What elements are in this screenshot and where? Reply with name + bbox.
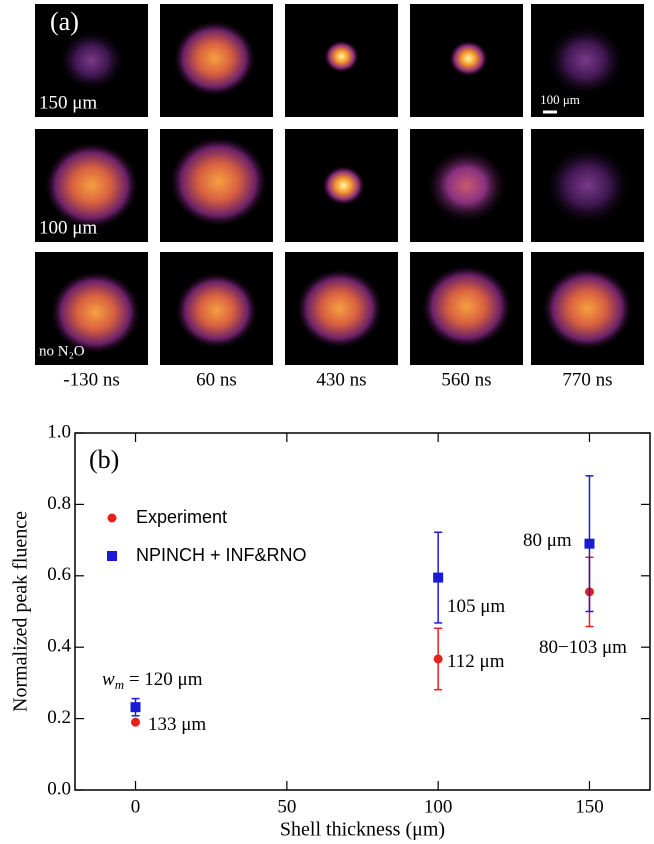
beam-spot (420, 264, 513, 349)
beam-spot (49, 270, 142, 355)
annotation-text: 80 μm (523, 530, 572, 551)
annotation-text: 80−103 μm (539, 637, 627, 658)
beam-spot (321, 165, 366, 206)
y-tick-label: 0.4 (47, 636, 71, 657)
row-label: 150 μm (39, 92, 97, 113)
beam-spot (295, 268, 384, 349)
annotation-italic: w (102, 669, 115, 690)
beam-spot (424, 146, 509, 225)
beam-spot (57, 29, 126, 92)
x-tick-label: 50 (277, 796, 296, 817)
y-tick-label: 0.6 (47, 564, 71, 585)
data-point (433, 572, 444, 583)
annotation-sub: m (115, 677, 124, 692)
y-tick-label: 0.2 (47, 707, 71, 728)
legend-marker (107, 513, 117, 523)
annotation: 80 μm (523, 530, 572, 551)
data-point (130, 702, 141, 713)
chart: 0.0 0.2 0.4 0.6 0.8 1.0 0 50 100 150 Shell thickne… (10, 421, 651, 841)
column-label: -130 ns (63, 369, 119, 390)
row-label: no N₂O (39, 343, 85, 359)
panel-label: (a) (50, 7, 79, 36)
x-axis-label: Shell thickness (μm) (280, 819, 445, 841)
row-label: 100 μm (39, 217, 97, 238)
beam-spot (174, 271, 259, 350)
data-point (584, 538, 595, 549)
column-label: 770 ns (562, 369, 612, 390)
annotation: 133 μm (148, 714, 206, 735)
panel-label: (b) (89, 445, 119, 474)
annotation-text: 105 μm (447, 596, 505, 617)
beam-spot (448, 40, 489, 77)
beam-spot (545, 23, 626, 98)
column-label: 430 ns (316, 369, 366, 390)
x-tick-label: 150 (575, 796, 604, 817)
data-point (433, 654, 443, 664)
y-tick-label: 0.8 (47, 493, 71, 514)
y-axis-label: Normalized peak fluence (10, 511, 32, 712)
legend-label: NPINCH + INF&RNO (136, 545, 307, 565)
beam-spot (323, 39, 360, 74)
annotation: 80−103 μm (539, 637, 627, 658)
x-tick-label: 100 (424, 796, 453, 817)
beam-spot (543, 145, 632, 226)
annotation: wm = 120 μm (102, 669, 203, 692)
column-label: 560 ns (441, 369, 491, 390)
annotation-text: = 120 μm (124, 669, 203, 690)
beam-spot (43, 141, 140, 230)
annotation-text: 112 μm (447, 651, 505, 672)
image-grid: (a) 150 μm 100 μm no N₂O 100 μm -130 ns 60 ns 4… (35, 4, 644, 390)
x-tick-label: 0 (131, 796, 141, 817)
beam-spot (168, 135, 269, 228)
data-point (131, 717, 141, 727)
beam-spot (172, 19, 257, 98)
legend-label: Experiment (136, 507, 227, 527)
annotation-text: 133 μm (148, 714, 206, 735)
beam-spot (541, 266, 634, 351)
y-tick-label: 1.0 (47, 421, 71, 442)
plot-frame (74, 432, 651, 791)
legend-marker (107, 551, 117, 561)
annotation: 105 μm (447, 596, 505, 617)
scale-bar-label: 100 μm (540, 92, 580, 107)
annotation: 112 μm (447, 651, 505, 672)
column-label: 60 ns (196, 369, 237, 390)
y-tick-label: 0.0 (47, 778, 71, 799)
